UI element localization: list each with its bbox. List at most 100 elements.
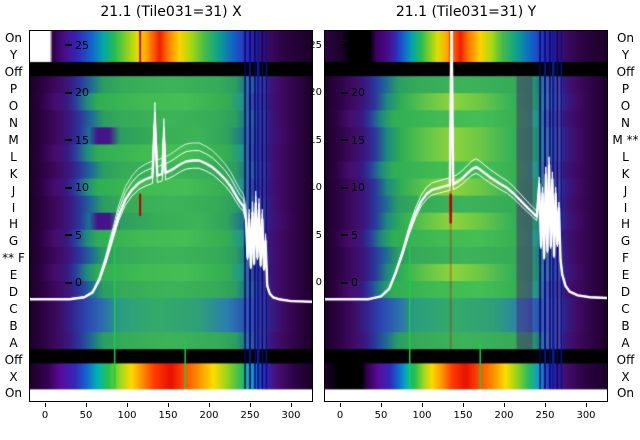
row-labels-right: On Y Off P O N M ** L K J I H G F E D C B A Off X On [612,30,639,402]
x-tick-mark [586,403,587,407]
y-tick-value: 25 [351,38,365,52]
row-label: D [620,285,631,300]
y-tick-label: 10 [341,181,365,194]
y-tick-value: 0 [75,276,82,289]
y-tick-label: 0 [65,276,82,289]
y-tick-value: 5 [351,228,358,242]
row-label: E [621,268,630,283]
x-tick-label: 150 [453,410,473,421]
row-label: Y [621,48,630,63]
row-label: L [622,149,629,164]
x-tick-label: 100 [117,410,137,421]
y-tick-label: 0 [341,276,358,289]
row-label: K [9,166,18,181]
x-tick-mark [381,403,382,407]
row-label: N [9,115,18,130]
x-tick-mark [127,403,128,407]
x-tick-label: 200 [494,410,514,421]
y-tick-label: 20 [341,86,365,99]
y-tick-label: 25 [341,39,365,52]
x-tick-label: 100 [412,410,432,421]
x-tick-label: 0 [41,410,49,421]
row-label: Off [616,352,635,367]
row-label: O [620,99,631,114]
x-tick-label: 50 [79,410,93,421]
x-tick-mark [209,403,210,407]
row-label: On [616,31,635,46]
row-label: A [9,335,18,350]
row-label: E [9,268,18,283]
x-tick-label: 150 [158,410,178,421]
tick-dash-icon [341,234,348,236]
mid-y-tick-label: 0 [315,277,322,288]
row-label: On [4,386,23,401]
row-label: G [620,234,631,249]
row-label: N [621,115,630,130]
y-tick-label: 10 [65,181,89,194]
x-tick-mark [545,403,546,407]
row-label: On [4,31,23,46]
x-tick-mark [463,403,464,407]
title-panel-y: 21.1 (Tile031=31) Y [395,4,537,20]
tick-dash-icon [341,139,348,141]
row-label: H [8,217,19,232]
x-tick-label: 250 [535,410,555,421]
row-label: X [621,369,630,384]
tick-dash-icon [341,186,348,189]
row-label: B [9,318,18,333]
x-tick-mark [250,403,251,407]
x-tick-mark [422,403,423,407]
mid-y-tick-label: 25 [309,39,322,51]
row-label: Y [9,48,18,63]
x-tick-label: 0 [336,410,344,421]
row-label: O [8,99,19,114]
row-label: X [9,369,18,384]
x-tick-label: 50 [374,410,388,421]
row-label: M ** [612,132,639,147]
row-label: K [621,166,630,181]
tick-dash-icon [65,281,72,284]
row-label: C [9,301,18,316]
x-tick-mark [291,403,292,407]
y-tick-label: 5 [341,229,358,242]
row-label: M [8,132,19,147]
row-label: J [11,183,16,198]
y-tick-label: 25 [65,39,89,52]
row-label: C [621,301,630,316]
y-tick-value: 25 [75,38,89,52]
y-tick-value: 5 [75,228,82,242]
row-label: Off [616,65,635,80]
x-tick-mark [504,403,505,407]
row-label: I [11,200,16,215]
x-tick-label: 300 [281,410,301,421]
y-tick-value: 20 [351,86,365,99]
tick-dash-icon [341,91,348,94]
x-tick-label: 300 [576,410,596,421]
row-label: H [620,217,631,232]
y-tick-value: 0 [351,276,358,289]
y-tick-value: 20 [75,86,89,99]
y-tick-value: 10 [351,181,365,194]
x-tick-label: 200 [199,410,219,421]
x-tick-mark [86,403,87,407]
tick-dash-icon [65,44,72,46]
row-label: D [8,285,19,300]
heatmap-panel-x [29,30,313,402]
y-tick-value: 15 [351,133,365,147]
heatmap-panel-y [324,30,608,402]
row-label: Off [4,65,23,80]
tick-dash-icon [65,186,72,189]
y-tick-value: 15 [75,133,89,147]
row-label: F [622,251,629,266]
row-label: P [9,82,18,97]
y-tick-label: 20 [65,86,89,99]
tick-dash-icon [65,234,72,236]
tick-dash-icon [65,91,72,94]
mid-y-tick-label: 10 [309,182,322,193]
y-tick-label: 5 [65,229,82,242]
row-label: I [623,200,628,215]
tick-dash-icon [341,44,348,46]
row-label: ** F [2,251,25,266]
y-tick-value: 10 [75,181,89,194]
x-tick-mark [340,403,341,407]
